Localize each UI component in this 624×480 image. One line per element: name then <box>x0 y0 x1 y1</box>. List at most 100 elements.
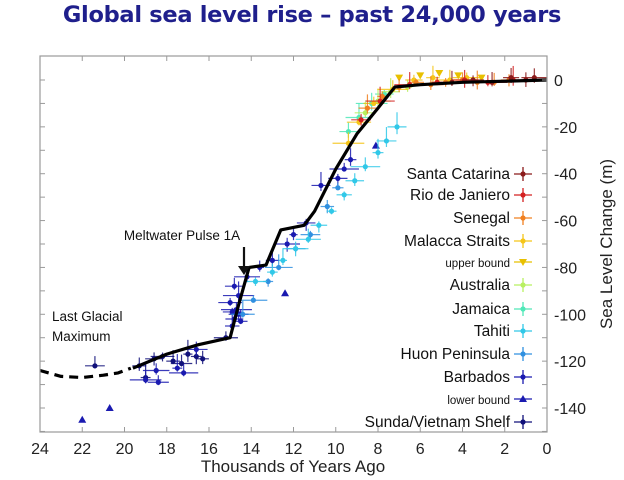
data-point <box>358 94 377 114</box>
x-tick-label: 18 <box>158 441 176 458</box>
x-tick-label: 6 <box>416 441 425 458</box>
marker-dot <box>252 278 259 285</box>
marker-dot <box>508 75 514 81</box>
legend-label: Huon Peninsula <box>401 346 511 363</box>
marker-dot <box>240 311 246 317</box>
data-point <box>85 356 105 369</box>
marker-dot <box>324 203 330 210</box>
legend-item: Huon Peninsula <box>401 346 532 363</box>
marker-dot <box>364 105 371 111</box>
data-point <box>289 227 298 241</box>
annotation-last-glacial-maximum: Last Glacial <box>52 309 123 324</box>
y-tick-label: -100 <box>554 307 586 324</box>
marker-dot <box>269 269 275 275</box>
annotations: Meltwater Pulse 1A Last Glacial Maximum <box>52 228 250 344</box>
x-tick-label: 12 <box>285 441 303 458</box>
x-tick-label: 10 <box>327 441 345 458</box>
marker-dot <box>352 178 358 184</box>
legend-marker-dot <box>520 171 526 177</box>
marker-dot <box>250 297 256 303</box>
data-point <box>454 72 463 80</box>
marker-dot <box>174 365 180 371</box>
marker-dot <box>181 370 187 376</box>
marker-dot <box>170 358 176 364</box>
marker-dot <box>328 208 335 214</box>
x-tick-label: 20 <box>116 441 134 458</box>
data-point <box>243 277 267 286</box>
x-tick-label: 22 <box>73 441 91 458</box>
marker-dot <box>229 309 235 315</box>
legend-label: Australia <box>450 277 511 294</box>
marker-dot <box>371 100 377 107</box>
legend-item: upper bound <box>445 258 532 270</box>
data-point <box>166 350 180 365</box>
marker-dot <box>143 377 149 383</box>
marker-dot <box>290 232 297 238</box>
marker-dot <box>379 93 385 99</box>
legend-item: Tahiti <box>474 323 532 340</box>
marker-triangle-up <box>105 404 114 411</box>
data-point <box>233 309 248 325</box>
marker-dot <box>318 182 324 189</box>
data-point <box>267 263 278 277</box>
legend-marker-dot <box>520 419 526 425</box>
marker-dot <box>185 351 191 357</box>
data-point <box>170 354 193 367</box>
marker-triangle-down <box>395 74 404 82</box>
annotation-last-glacial-maximum: Maximum <box>52 329 111 344</box>
data-point <box>169 364 199 377</box>
x-tick-label: 8 <box>374 441 383 458</box>
marker-dot <box>193 353 199 360</box>
marker-dot <box>153 367 159 374</box>
data-point <box>142 363 170 375</box>
x-tick-label: 24 <box>31 441 49 458</box>
data-point <box>387 112 407 135</box>
marker-dot <box>280 257 286 263</box>
legend-marker-dot <box>520 328 526 334</box>
marker-dot <box>362 110 368 116</box>
dashed-curve <box>39 366 132 380</box>
marker-dot <box>231 283 237 289</box>
marker-dot <box>307 232 313 238</box>
marker-dot <box>383 138 390 144</box>
legend-marker-dot <box>520 351 526 357</box>
marker-dot <box>394 124 400 130</box>
legend-item: Jamaica <box>452 301 532 318</box>
legend-label: lower bound <box>447 395 510 407</box>
data-point <box>336 191 352 201</box>
data-point <box>172 354 183 372</box>
legend-label: Senegal <box>453 210 510 227</box>
marker-dot <box>430 75 436 81</box>
legend-marker-triangle-down <box>519 259 527 266</box>
x-tick-label: 2 <box>500 441 509 458</box>
marker-triangle-up <box>371 141 380 149</box>
y-tick-label: 0 <box>554 73 563 90</box>
marker-triangle-up <box>281 289 290 297</box>
marker-triangle-down <box>477 74 486 82</box>
marker-dot <box>305 236 311 242</box>
marker-dot <box>341 192 347 198</box>
data-point <box>435 69 444 77</box>
data-point <box>345 173 365 186</box>
legend-label: Malacca Straits <box>404 233 510 250</box>
legend-item: Malacca Straits <box>404 233 532 250</box>
marker-dot <box>341 166 347 172</box>
legend-marker-dot <box>520 306 526 312</box>
data-point <box>416 72 425 80</box>
y-tick-label: -120 <box>554 354 586 371</box>
solid-curve <box>132 78 548 370</box>
marker-dot <box>358 117 364 123</box>
axes: 24 22 20 18 16 14 12 10 8 6 4 2 00-20-40-60-80-100-1… <box>31 55 586 458</box>
legend-label: Santa Catarina <box>407 166 511 183</box>
data-point <box>371 141 380 149</box>
data-point <box>281 289 290 297</box>
data-point <box>105 404 114 411</box>
y-tick-label: -20 <box>554 120 577 137</box>
legend-item: Barbados <box>444 369 532 386</box>
y-tick-label: -140 <box>554 401 586 418</box>
data-point <box>310 221 328 233</box>
data-point <box>264 254 293 271</box>
data-point <box>332 132 365 147</box>
x-tick-label: 4 <box>458 441 467 458</box>
